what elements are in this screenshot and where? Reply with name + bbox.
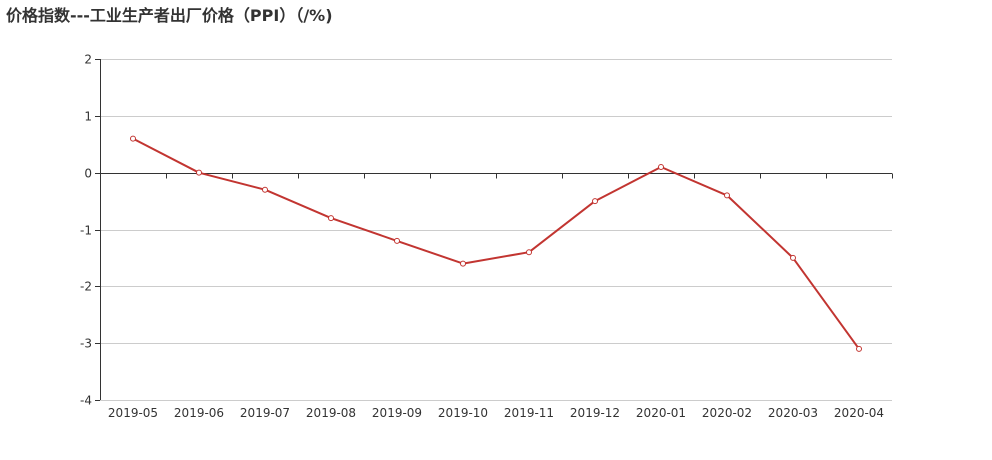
x-tick-label: 2019-09 [372, 406, 422, 420]
y-axis: 2 1 0 -1 -2 -3 -4 [80, 53, 101, 408]
x-tick-label: 2020-04 [834, 406, 884, 420]
y-tick-label: -2 [80, 280, 92, 294]
y-tick-label: 0 [84, 167, 92, 181]
x-axis: 2019-05 2019-06 2019-07 2019-08 2019-09 2019-… [100, 173, 893, 420]
series-layer [130, 135, 862, 352]
data-point [724, 192, 730, 199]
x-tick-label: 2019-11 [504, 406, 554, 420]
data-point [130, 135, 136, 142]
x-tick-label: 2019-07 [240, 406, 290, 420]
x-tick-label: 2019-06 [174, 406, 224, 420]
data-point [526, 249, 532, 256]
data-point [856, 345, 862, 352]
data-point [262, 186, 268, 193]
x-tick-label: 2019-08 [306, 406, 356, 420]
x-tick-label: 2020-02 [702, 406, 752, 420]
x-tick-label: 2020-03 [768, 406, 818, 420]
chart-title: 价格指数---工业生产者出厂价格（PPI）（/%) [6, 6, 333, 25]
x-tick-label: 2019-05 [108, 406, 158, 420]
grid-lines [100, 59, 892, 401]
x-tick-label: 2019-10 [438, 406, 488, 420]
y-tick-label: -3 [80, 337, 92, 351]
data-point [592, 198, 598, 205]
x-tick-label: 2019-12 [570, 406, 620, 420]
data-point [328, 215, 334, 222]
y-tick-label: 1 [84, 110, 92, 124]
data-point [196, 169, 202, 176]
y-tick-label: -4 [80, 394, 92, 408]
data-point [394, 237, 400, 244]
data-point [790, 254, 796, 261]
data-point [460, 260, 466, 267]
data-point [658, 163, 664, 170]
y-tick-label: -1 [80, 224, 92, 238]
series-line [132, 137, 860, 350]
y-tick-label: 2 [84, 53, 92, 67]
x-tick-label: 2020-01 [636, 406, 686, 420]
